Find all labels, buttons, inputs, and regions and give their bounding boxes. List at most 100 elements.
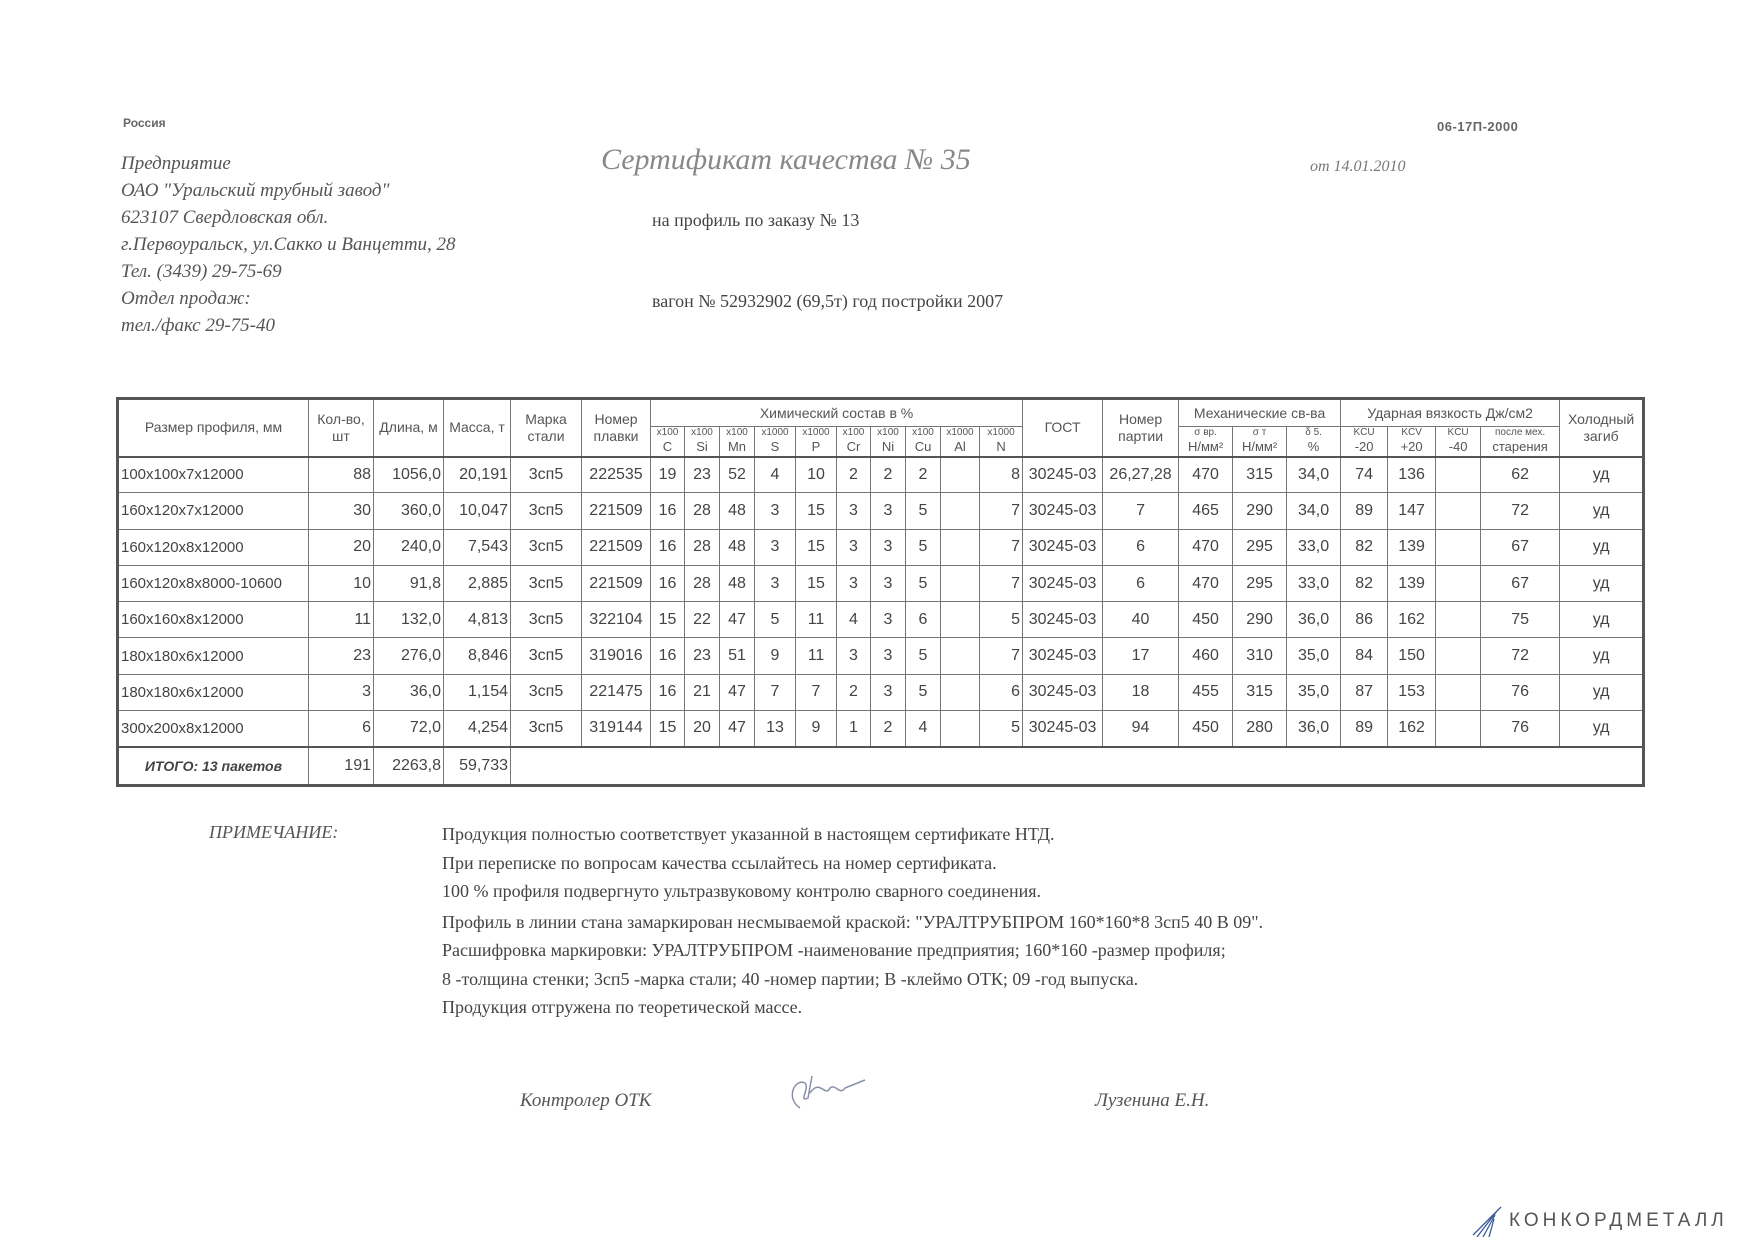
table-cell: 72	[1480, 492, 1561, 530]
table-cell: 147	[1387, 492, 1437, 530]
company-line: г.Первоуральск, ул.Сакко и Ванцетти, 28	[121, 234, 456, 255]
header-mech-2-bottom: %	[1307, 439, 1320, 455]
table-cell: 30245-03	[1022, 528, 1104, 566]
table-cell: 76	[1480, 710, 1561, 748]
header-batch: Номер партии	[1102, 398, 1180, 457]
table-cell: 3сп5	[510, 564, 582, 603]
table-cell: 1,154	[443, 673, 511, 712]
table-cell: 132,0	[373, 601, 444, 639]
table-cell: 470	[1178, 528, 1234, 566]
header-length: Длина, м	[373, 398, 444, 457]
table-cell: 51	[719, 637, 755, 675]
table-cell: 36,0	[1286, 710, 1342, 748]
header-impact-3-bottom: старения	[1492, 439, 1548, 455]
table-cell: 20	[308, 528, 374, 566]
table-cell	[940, 601, 980, 639]
company-line: 623107 Свердловская обл.	[121, 207, 329, 228]
table-cell: 160x120x8x8000-10600	[117, 564, 309, 603]
table-cell: 3	[870, 564, 906, 603]
notes-label: ПРИМЕЧАНИЕ:	[209, 822, 339, 842]
table-cell: 7	[978, 564, 1024, 603]
table-cell: 72,0	[373, 710, 444, 748]
table-cell: 5	[978, 601, 1024, 639]
table-cell: 5	[905, 564, 941, 603]
table-cell: 16	[650, 637, 685, 675]
header-chem-p-top: x1000	[802, 427, 830, 439]
table-cell: 28	[684, 492, 720, 530]
table-cell: 82	[1340, 564, 1389, 603]
table-cell: 3сп5	[510, 673, 582, 712]
table-cell: 16	[650, 564, 685, 603]
table-row: 180x180x6x12000 23 276,0 8,846 3сп5 319016 16 2…	[117, 637, 1645, 675]
table-cell: 100x100x7x12000	[117, 455, 309, 494]
table-cell	[1435, 637, 1482, 675]
header-grade: Марка стали	[510, 398, 582, 457]
table-cell: 2	[870, 455, 906, 494]
table-cell	[1435, 601, 1482, 639]
header-mechanical: Механические св-ва	[1178, 398, 1342, 427]
table-cell: 40	[1102, 601, 1180, 639]
total-row: ИТОГО: 13 пакетов 191 2263,8 59,733	[117, 746, 1645, 787]
header-chem-si-top: x100	[691, 427, 713, 439]
table-cell: 10	[795, 455, 837, 494]
table-cell: уд	[1559, 673, 1645, 712]
header-chem-mn-bottom: Mn	[727, 439, 747, 455]
table-cell: 30	[308, 492, 374, 530]
table-cell: 18	[1102, 673, 1180, 712]
header-mech-2-top: δ 5.	[1305, 427, 1322, 439]
header-chem-ni: x100 Ni	[870, 426, 906, 457]
table-cell: 30245-03	[1022, 455, 1104, 494]
table-cell: 139	[1387, 528, 1437, 566]
total-label: ИТОГО: 13 пакетов	[117, 746, 309, 787]
note-line: Продукция полностью соответствует указан…	[442, 824, 1055, 844]
table-cell: 221509	[581, 528, 651, 566]
header-chem-s-top: x1000	[761, 427, 789, 439]
table-cell: 5	[905, 492, 941, 530]
header-chemical: Химический состав в %	[649, 398, 1024, 427]
header-impact-2-top: KCU	[1447, 427, 1469, 439]
table-cell: 3	[836, 637, 871, 675]
table-cell: 47	[719, 673, 755, 712]
company-logo: КОНКОРДМЕТАЛЛ	[1467, 1205, 1728, 1237]
table-cell	[940, 455, 980, 494]
table-cell: 52	[719, 455, 755, 494]
table-cell: 153	[1387, 673, 1437, 712]
table-cell: 8	[978, 455, 1024, 494]
company-line: ОАО "Уральский трубный завод"	[121, 180, 390, 201]
table-cell: 62	[1480, 455, 1561, 494]
table-cell: 7	[978, 492, 1024, 530]
table-cell: 5	[754, 601, 796, 639]
table-cell: 11	[795, 601, 837, 639]
header-chem-n-top: x1000	[987, 427, 1015, 439]
note-line: Расшифровка маркировки: УРАЛТРУБПРОМ -на…	[442, 940, 1226, 960]
table-cell: 240,0	[373, 528, 444, 566]
table-cell: 7	[795, 673, 837, 712]
table-cell: 89	[1340, 492, 1389, 530]
header-chem-c-bottom: C	[662, 439, 673, 455]
header-chem-c-top: x100	[656, 427, 679, 439]
table-cell: 23	[308, 637, 374, 675]
company-line: тел./факс 29-75-40	[121, 315, 275, 336]
table-cell	[940, 637, 980, 675]
table-cell: уд	[1559, 564, 1645, 603]
table-cell: 35,0	[1286, 673, 1342, 712]
table-cell: 1	[836, 710, 871, 748]
total-mass: 59,733	[443, 746, 511, 787]
table-cell: 4,254	[443, 710, 511, 748]
company-line: Отдел продаж:	[121, 288, 251, 309]
table-cell: 7	[1102, 492, 1180, 530]
table-cell: 3	[754, 492, 796, 530]
table-cell: 87	[1340, 673, 1389, 712]
table-cell: 30245-03	[1022, 710, 1104, 748]
logo-text: КОНКОРДМЕТАЛЛ	[1509, 1210, 1728, 1231]
table-cell: 162	[1387, 601, 1437, 639]
header-chem-cr-bottom: Cr	[846, 439, 861, 455]
table-cell: 23	[684, 637, 720, 675]
table-cell: 6	[905, 601, 941, 639]
table-cell: 7	[978, 637, 1024, 675]
table-cell: уд	[1559, 455, 1645, 494]
table-cell: 86	[1340, 601, 1389, 639]
table-cell	[1435, 528, 1482, 566]
table-cell: 221509	[581, 564, 651, 603]
header-mass: Масса, т	[443, 398, 511, 457]
